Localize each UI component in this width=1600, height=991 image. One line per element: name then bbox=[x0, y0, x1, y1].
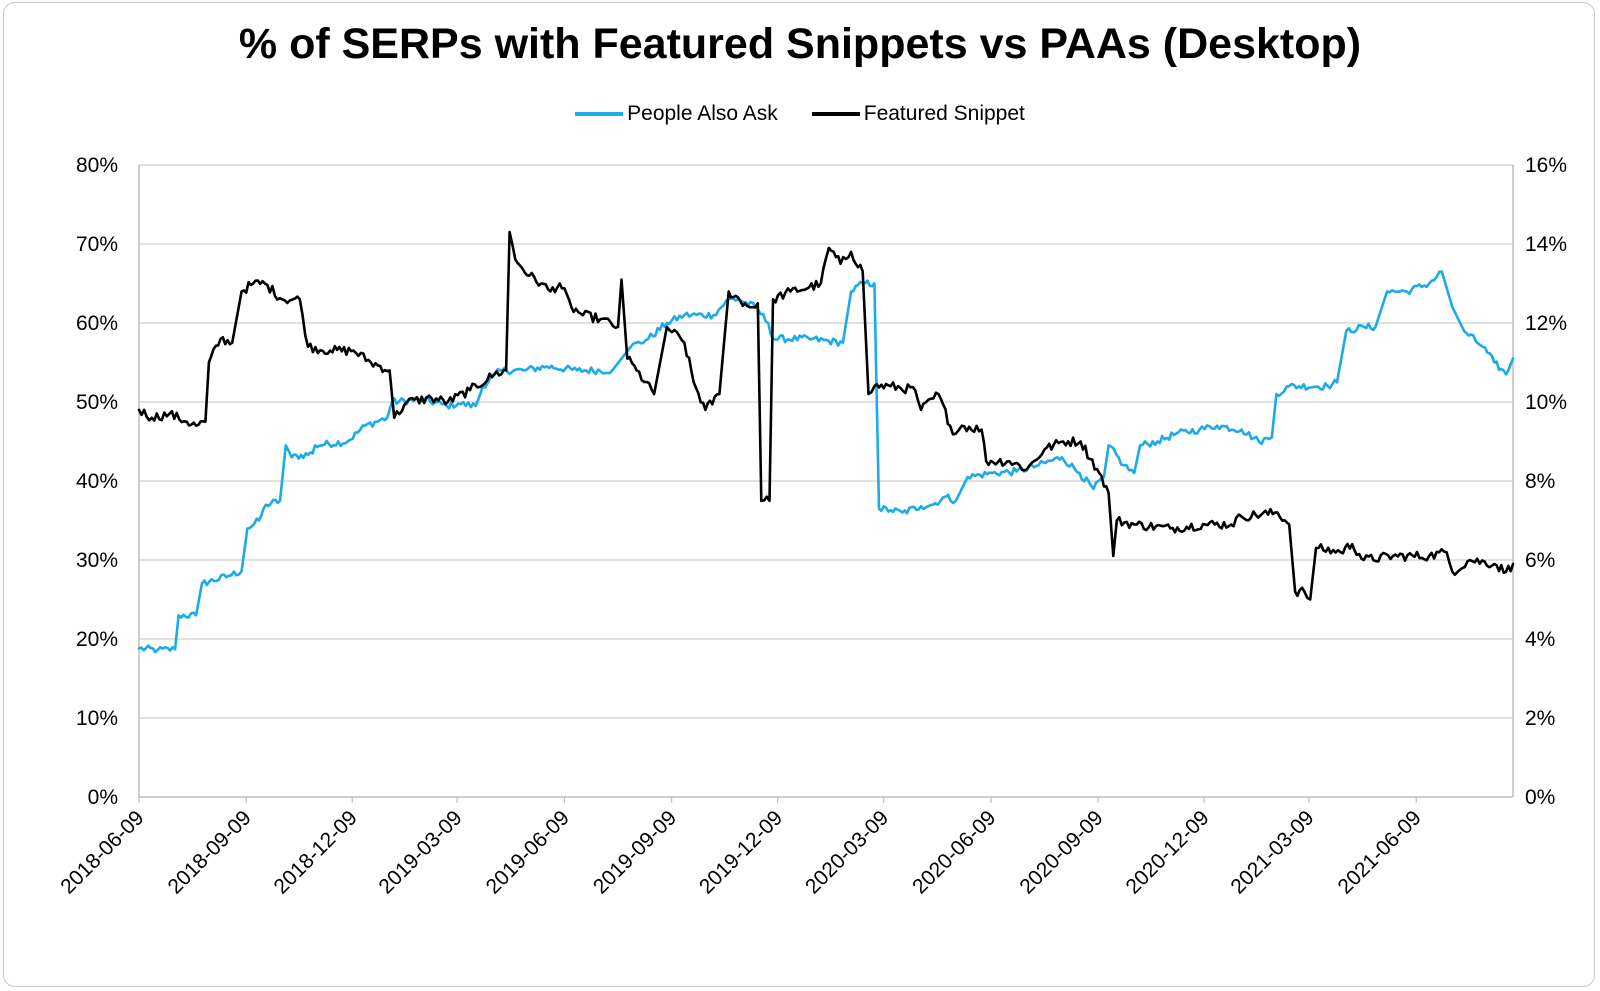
x-tick-label: 2020-09-09 bbox=[1015, 806, 1107, 898]
y-right-tick-label: 16% bbox=[1525, 154, 1567, 177]
y-right-tick-label: 6% bbox=[1525, 549, 1555, 572]
axes bbox=[138, 165, 1514, 798]
y-right-tick-label: 14% bbox=[1525, 233, 1567, 256]
chart-frame bbox=[3, 2, 1595, 987]
y-left-tick-label: 20% bbox=[76, 628, 118, 651]
legend-swatch-paa bbox=[575, 112, 624, 116]
y-left-tick-label: 70% bbox=[76, 233, 118, 256]
y-left-tick-label: 0% bbox=[88, 786, 118, 809]
x-axis-labels: 2018-06-09 2018-09-09 2018-12-09 2019-03-09… bbox=[56, 797, 1426, 898]
y-left-tick-label: 60% bbox=[76, 312, 118, 335]
x-tick-label: 2019-12-09 bbox=[695, 806, 787, 898]
y-right-tick-label: 4% bbox=[1525, 628, 1555, 651]
x-tick-label: 2018-12-09 bbox=[270, 806, 362, 898]
y-right-tick-label: 12% bbox=[1525, 312, 1567, 335]
legend-label-paa: People Also Ask bbox=[627, 102, 778, 125]
y-left-tick-label: 30% bbox=[76, 549, 118, 572]
y-left-tick-label: 40% bbox=[76, 470, 118, 493]
x-tick-label: 2021-03-09 bbox=[1226, 806, 1318, 898]
y-axis-right-labels: 0% 2% 4% 6% 8% 10% 12% 14% 16% bbox=[1525, 154, 1567, 809]
chart-legend: People Also Ask Featured Snippet bbox=[0, 102, 1600, 126]
x-tick-label: 2020-03-09 bbox=[801, 806, 893, 898]
x-tick-label: 2019-06-09 bbox=[482, 806, 574, 898]
legend-item-featured-snippet: Featured Snippet bbox=[811, 102, 1025, 126]
y-right-tick-label: 8% bbox=[1525, 470, 1555, 493]
x-tick-label: 2020-12-09 bbox=[1121, 806, 1213, 898]
y-left-tick-label: 10% bbox=[76, 707, 118, 730]
y-right-tick-label: 0% bbox=[1525, 786, 1555, 809]
y-left-tick-label: 80% bbox=[76, 154, 118, 177]
legend-item-paa: People Also Ask bbox=[575, 102, 778, 126]
x-tick-label: 2019-03-09 bbox=[374, 806, 466, 898]
series-lines bbox=[137, 230, 1515, 654]
y-axis-left-labels: 0% 10% 20% 30% 40% 50% 60% 70% 80% bbox=[76, 154, 118, 809]
legend-swatch-featured-snippet bbox=[811, 112, 860, 116]
series-line-featured-snippet bbox=[137, 230, 1515, 601]
x-tick-label: 2018-09-09 bbox=[164, 806, 256, 898]
legend-label-featured-snippet: Featured Snippet bbox=[863, 102, 1025, 125]
y-right-tick-label: 2% bbox=[1525, 707, 1555, 730]
x-tick-label: 2020-06-09 bbox=[908, 806, 1000, 898]
chart-title: % of SERPs with Featured Snippets vs PAA… bbox=[238, 20, 1362, 68]
grid-lines bbox=[139, 164, 1513, 719]
x-tick-label: 2021-06-09 bbox=[1334, 806, 1426, 898]
series-line-people-also-ask bbox=[137, 270, 1515, 654]
x-tick-label: 2018-06-09 bbox=[56, 806, 148, 898]
y-left-tick-label: 50% bbox=[76, 391, 118, 414]
x-tick-label: 2019-09-09 bbox=[589, 806, 681, 898]
y-right-tick-label: 10% bbox=[1525, 391, 1567, 414]
